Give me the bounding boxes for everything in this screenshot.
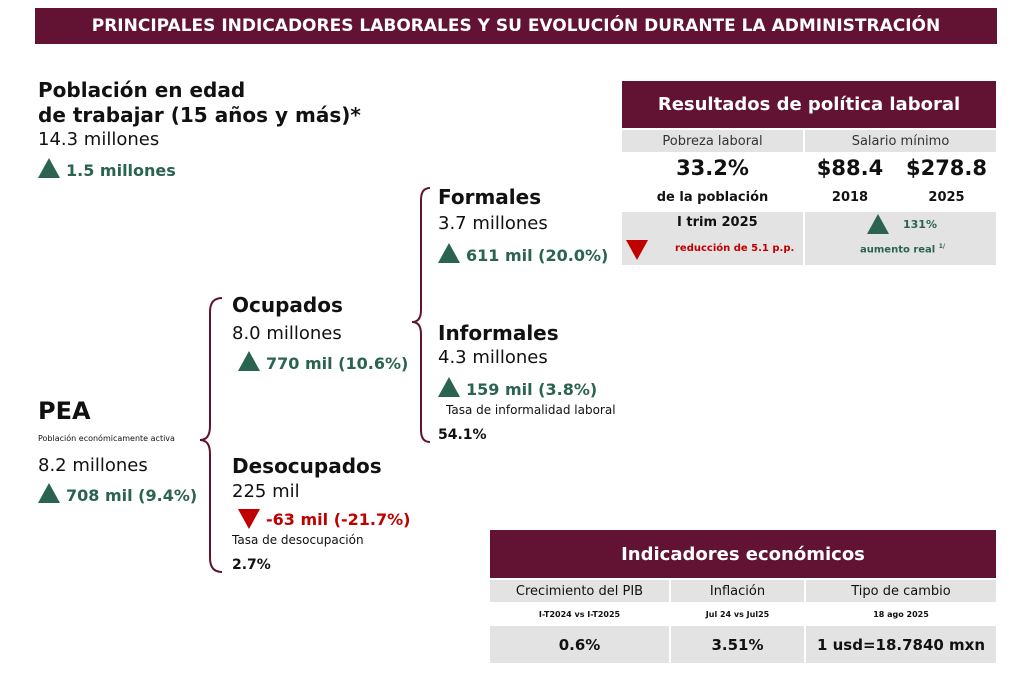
formales-label: Formales xyxy=(438,185,542,209)
pib-period: I-T2024 vs I-T2025 xyxy=(538,609,621,619)
tipo-cambio-label: Tipo de cambio xyxy=(806,580,996,602)
bracket-ocupados xyxy=(411,187,431,443)
desocupacion-rate-label: Tasa de desocupación xyxy=(232,533,364,547)
pobreza-sub: de la población xyxy=(656,189,769,205)
change-text: -63 mil (-21.7%) xyxy=(266,510,411,529)
economicos-title: Indicadores económicos xyxy=(490,530,996,578)
informalidad-rate-label: Tasa de informalidad laboral xyxy=(446,403,616,417)
pea-subtitle: Población económicamente activa xyxy=(38,434,175,443)
tipo-cambio-value: 1 usd=18.7840 mxn xyxy=(806,626,996,663)
ocupados-label: Ocupados xyxy=(232,293,343,317)
pea-change: 708 mil (9.4%) xyxy=(38,483,197,505)
inflacion-period: Jul 24 vs Jul25 xyxy=(705,609,770,619)
bracket-pea xyxy=(199,297,223,573)
desocupacion-rate: 2.7% xyxy=(232,557,271,573)
up-triangle-icon xyxy=(867,214,889,234)
change-text: 1.5 millones xyxy=(66,161,176,180)
up-triangle-icon xyxy=(38,158,60,178)
poblacion-label-1: Población en edad xyxy=(38,78,246,102)
year-2025: 2025 xyxy=(928,189,965,205)
pea-value: 8.2 millones xyxy=(38,455,148,476)
salario-2018: $88.4 xyxy=(816,156,884,180)
page-title: PRINCIPALES INDICADORES LABORALES Y SU E… xyxy=(35,8,997,44)
salario-label: Salario mínimo xyxy=(805,130,996,152)
inflacion-value: 3.51% xyxy=(671,626,804,663)
pobreza-change-cell: I trim 2025 reducción de 5.1 p.p. xyxy=(622,212,803,265)
aumento-text: aumento real xyxy=(860,244,936,256)
desocupados-change: -63 mil (-21.7%) xyxy=(238,509,410,529)
pib-label: Crecimiento del PIB xyxy=(490,580,669,602)
up-triangle-icon xyxy=(438,243,460,263)
pobreza-label: Pobreza laboral xyxy=(622,130,803,152)
change-text: 770 mil (10.6%) xyxy=(266,354,409,373)
footnote: 1/ xyxy=(938,243,946,250)
informales-change: 159 mil (3.8%) xyxy=(438,377,597,399)
down-triangle-icon xyxy=(238,509,260,529)
salario-change-cell: 131% aumento real 1/ xyxy=(805,212,996,265)
politica-title: Resultados de política laboral xyxy=(622,81,996,128)
pobreza-change: reducción de 5.1 p.p. xyxy=(675,243,795,254)
change-text: 611 mil (20.0%) xyxy=(466,246,609,265)
politica-laboral-table: Resultados de política laboral Pobreza l… xyxy=(622,81,996,265)
formales-value: 3.7 millones xyxy=(438,213,548,234)
indicadores-economicos-table: Indicadores económicos Crecimiento del P… xyxy=(490,530,996,663)
pea-label: PEA xyxy=(38,397,91,425)
poblacion-label-2: de trabajar (15 años y más)* xyxy=(38,103,361,127)
change-text: 159 mil (3.8%) xyxy=(466,380,598,399)
desocupados-value: 225 mil xyxy=(232,481,300,502)
informales-label: Informales xyxy=(438,321,559,345)
up-triangle-icon xyxy=(438,377,460,397)
pib-value: 0.6% xyxy=(490,626,669,663)
up-triangle-icon xyxy=(238,351,260,371)
ocupados-change: 770 mil (10.6%) xyxy=(238,351,408,373)
salario-2025: $278.8 xyxy=(905,156,988,180)
informales-value: 4.3 millones xyxy=(438,347,548,368)
inflacion-label: Inflación xyxy=(671,580,804,602)
poblacion-change: 1.5 millones xyxy=(38,158,176,180)
salario-change: 131% xyxy=(903,218,937,231)
change-text: 708 mil (9.4%) xyxy=(66,486,198,505)
down-triangle-icon xyxy=(626,240,648,260)
desocupados-label: Desocupados xyxy=(232,454,382,478)
tipo-cambio-period: 18 ago 2025 xyxy=(873,609,929,619)
up-triangle-icon xyxy=(38,483,60,503)
ocupados-value: 8.0 millones xyxy=(232,323,342,344)
salario-change-label: aumento real 1/ xyxy=(860,243,945,255)
poblacion-value: 14.3 millones xyxy=(38,129,160,150)
pobreza-value: 33.2% xyxy=(676,156,749,180)
informalidad-rate: 54.1% xyxy=(438,427,487,443)
formales-change: 611 mil (20.0%) xyxy=(438,243,608,265)
pobreza-period: I trim 2025 xyxy=(677,215,758,230)
year-2018: 2018 xyxy=(831,189,869,205)
